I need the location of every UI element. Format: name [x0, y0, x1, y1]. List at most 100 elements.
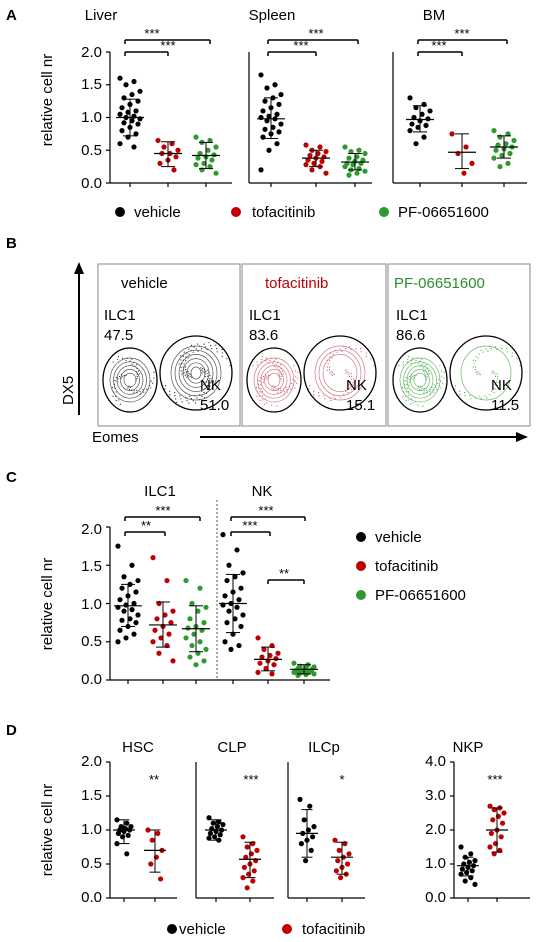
- ilc1-contour: [403, 361, 437, 399]
- event-dot: [206, 381, 208, 383]
- data-point-pf-06651600: [199, 167, 205, 173]
- event-dot: [426, 389, 428, 391]
- sig-label: *: [339, 772, 344, 787]
- legend-vehicle-dot: [356, 532, 366, 542]
- event-dot: [215, 344, 217, 346]
- event-dot: [269, 359, 271, 362]
- event-dot: [289, 386, 291, 388]
- event-dot: [333, 373, 335, 376]
- event-dot: [424, 374, 426, 376]
- event-dot: [126, 357, 128, 359]
- event-dot: [261, 395, 263, 397]
- event-dot: [331, 375, 334, 377]
- legend-tofacitinib-label: tofacitinib: [375, 558, 438, 575]
- event-dot: [205, 370, 207, 372]
- event-dot: [203, 396, 206, 399]
- event-dot: [464, 395, 466, 397]
- event-dot: [153, 371, 155, 373]
- event-dot: [492, 370, 494, 372]
- event-dot: [185, 366, 187, 368]
- event-dot: [280, 377, 282, 380]
- y-tick-label: 0.5: [81, 633, 102, 650]
- data-point-vehicle: [117, 627, 123, 633]
- data-point-vehicle: [415, 124, 421, 130]
- event-dot: [360, 351, 362, 353]
- event-dot: [206, 375, 209, 377]
- event-dot: [330, 373, 332, 375]
- event-dot: [136, 392, 138, 394]
- event-dot: [131, 389, 133, 391]
- event-dot: [208, 371, 210, 374]
- event-dot: [185, 360, 187, 362]
- event-dot: [443, 377, 445, 379]
- data-point-tofacitinib: [319, 158, 325, 164]
- event-dot: [113, 383, 116, 385]
- event-dot: [329, 371, 331, 373]
- event-dot: [260, 361, 262, 363]
- event-dot: [186, 373, 188, 375]
- data-point-pf-06651600: [197, 585, 203, 591]
- data-point-vehicle: [270, 124, 276, 130]
- data-point-pf-06651600: [505, 131, 511, 137]
- event-dot: [365, 355, 367, 357]
- event-dot: [425, 379, 427, 381]
- event-dot: [422, 405, 424, 407]
- event-dot: [519, 364, 521, 367]
- data-point-vehicle: [226, 608, 232, 614]
- event-dot: [343, 394, 345, 396]
- data-point-pf-06651600: [303, 672, 309, 678]
- y-tick-label: 1.0: [81, 596, 102, 613]
- data-point-vehicle: [240, 570, 246, 576]
- data-point-tofacitinib: [148, 861, 154, 867]
- data-point-vehicle: [125, 109, 131, 115]
- event-dot: [339, 348, 341, 350]
- data-point-vehicle: [135, 577, 141, 584]
- event-dot: [437, 382, 439, 385]
- data-point-pf-06651600: [348, 148, 354, 155]
- nk-contour: [322, 354, 358, 392]
- data-point-vehicle: [123, 82, 129, 88]
- legend-vehicle-dot: [115, 207, 125, 217]
- data-point-pf-06651600: [189, 600, 195, 607]
- event-dot: [485, 348, 487, 350]
- event-dot: [209, 374, 211, 377]
- data-point-pf-06651600: [183, 635, 189, 641]
- data-point-tofacitinib: [155, 137, 161, 144]
- event-dot: [405, 400, 407, 402]
- data-point-vehicle: [131, 144, 137, 150]
- event-dot: [261, 356, 264, 358]
- data-point-vehicle: [124, 820, 130, 826]
- data-point-vehicle: [220, 532, 226, 538]
- data-point-pf-06651600: [187, 654, 193, 660]
- y-tick-label: 0.0: [81, 175, 102, 192]
- data-point-vehicle: [262, 126, 268, 132]
- event-dot: [194, 395, 196, 397]
- event-dot: [182, 355, 184, 357]
- data-point-tofacitinib: [345, 861, 351, 867]
- event-dot: [490, 348, 493, 350]
- data-point-tofacitinib: [323, 170, 329, 176]
- data-point-vehicle: [307, 803, 313, 809]
- data-point-vehicle: [421, 134, 427, 140]
- event-dot: [440, 380, 442, 382]
- event-dot: [198, 399, 200, 401]
- event-dot: [417, 387, 419, 389]
- sig-label: **: [149, 772, 159, 787]
- event-dot: [221, 352, 223, 354]
- event-dot: [506, 351, 508, 353]
- data-point-vehicle: [137, 88, 143, 94]
- data-point-tofacitinib: [156, 650, 162, 656]
- event-dot: [286, 389, 288, 391]
- event-dot: [480, 397, 482, 400]
- event-dot: [136, 389, 138, 391]
- data-point-vehicle: [119, 617, 125, 623]
- event-dot: [347, 371, 349, 373]
- event-dot: [279, 379, 281, 381]
- event-dot: [142, 389, 144, 391]
- data-point-tofacitinib: [169, 141, 175, 147]
- event-dot: [404, 387, 406, 389]
- event-dot: [427, 370, 430, 372]
- event-dot: [282, 388, 285, 390]
- event-dot: [206, 378, 209, 380]
- data-point-tofacitinib: [158, 635, 164, 641]
